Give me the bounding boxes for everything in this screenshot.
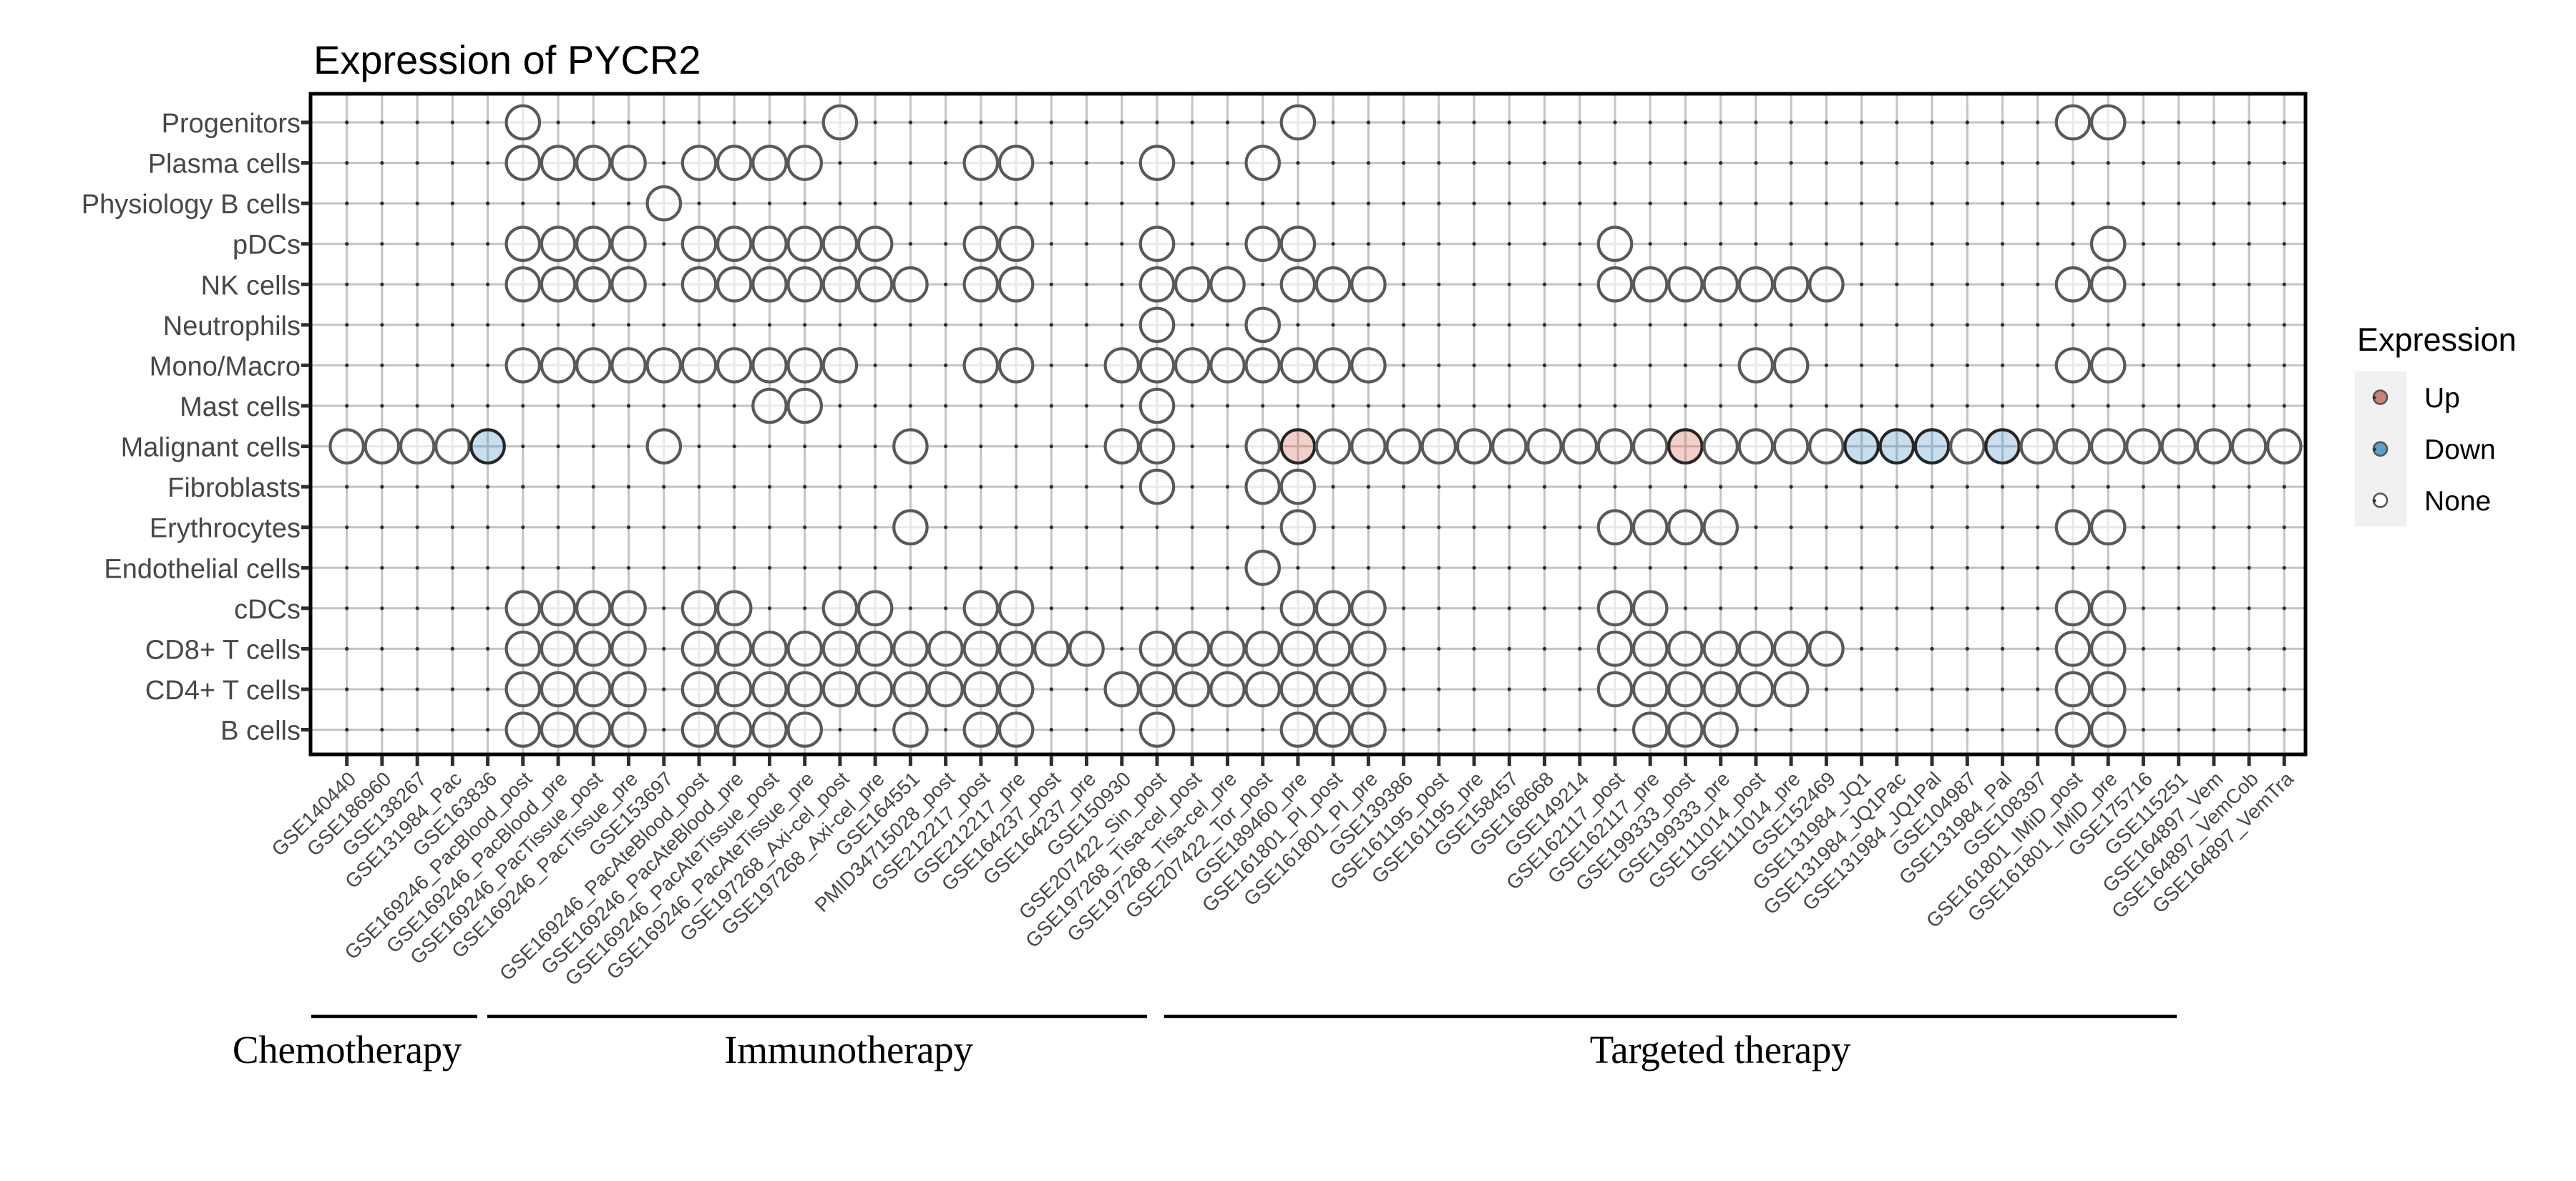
- svg-text:CD8+ T cells: CD8+ T cells: [145, 635, 301, 665]
- svg-text:Plasma cells: Plasma cells: [148, 150, 301, 180]
- svg-text:Mono/Macro: Mono/Macro: [150, 351, 301, 381]
- svg-text:Progenitors: Progenitors: [162, 109, 301, 139]
- svg-text:B cells: B cells: [220, 716, 301, 747]
- svg-text:Expression of PYCR2: Expression of PYCR2: [313, 37, 701, 82]
- svg-text:Endothelial cells: Endothelial cells: [104, 554, 301, 584]
- svg-text:Up: Up: [2424, 383, 2460, 414]
- svg-text:Chemotherapy: Chemotherapy: [233, 1028, 462, 1071]
- svg-text:Physiology B cells: Physiology B cells: [82, 190, 301, 220]
- svg-text:cDCs: cDCs: [234, 595, 301, 625]
- svg-text:None: None: [2424, 486, 2491, 517]
- svg-text:Immunotherapy: Immunotherapy: [724, 1028, 973, 1071]
- svg-text:NK cells: NK cells: [201, 271, 301, 301]
- svg-text:pDCs: pDCs: [233, 230, 301, 261]
- svg-text:Malignant cells: Malignant cells: [121, 433, 301, 463]
- svg-text:CD4+ T cells: CD4+ T cells: [145, 676, 301, 706]
- svg-text:Fibroblasts: Fibroblasts: [167, 473, 301, 503]
- svg-text:Down: Down: [2424, 434, 2496, 465]
- svg-text:Expression: Expression: [2357, 321, 2517, 358]
- svg-text:Erythrocytes: Erythrocytes: [150, 514, 301, 544]
- svg-text:Mast cells: Mast cells: [180, 392, 301, 422]
- svg-text:Targeted therapy: Targeted therapy: [1590, 1028, 1851, 1071]
- svg-text:Neutrophils: Neutrophils: [163, 311, 301, 341]
